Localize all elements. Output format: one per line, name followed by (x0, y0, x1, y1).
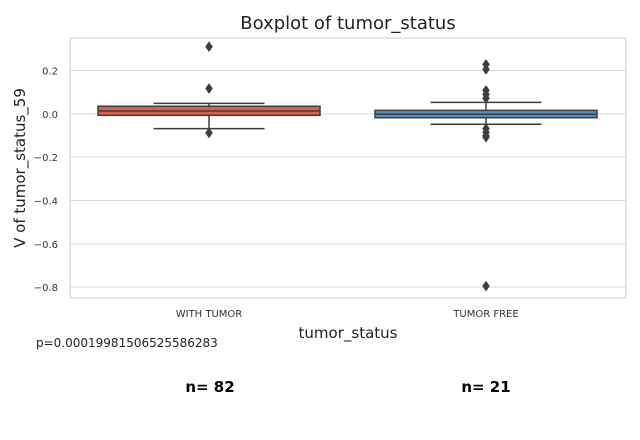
outlier-point (482, 92, 490, 104)
count-label-tumor-free: n= 21 (461, 378, 511, 396)
x-axis-label: tumor_status (299, 324, 398, 343)
y-tick-label: 0.2 (42, 67, 58, 78)
outlier-point (205, 83, 213, 94)
y-tick-label: −0.8 (34, 283, 58, 294)
grid-lines (70, 70, 626, 288)
boxes (97, 41, 598, 292)
outlier-point (482, 131, 490, 143)
outlier-point (482, 280, 490, 292)
y-axis-label: V of tumor_status_59 (11, 88, 30, 248)
y-tick-label: −0.6 (34, 240, 58, 251)
box-with-tumor (97, 41, 321, 139)
plot-frame (69, 37, 627, 299)
y-tick-label: −0.2 (34, 153, 58, 164)
x-tick-label: WITH TUMOR (176, 309, 243, 320)
x-tick-label: TUMOR FREE (452, 309, 518, 320)
outlier-point (205, 127, 213, 139)
y-tick-labels: 0.2 0.0 −0.2 −0.4 −0.6 −0.8 (34, 67, 58, 295)
outlier-point (482, 63, 490, 75)
y-tick-label: 0.0 (42, 110, 58, 121)
x-tick-labels: WITH TUMOR TUMOR FREE (176, 309, 519, 320)
count-label-with-tumor: n= 82 (185, 378, 235, 396)
chart-title: Boxplot of tumor_status (240, 13, 455, 34)
p-value-text: p=0.00019981506525586283 (36, 336, 218, 350)
outlier-point (205, 41, 213, 53)
box-tumor-free (374, 58, 598, 292)
y-tick-label: −0.4 (34, 197, 58, 208)
